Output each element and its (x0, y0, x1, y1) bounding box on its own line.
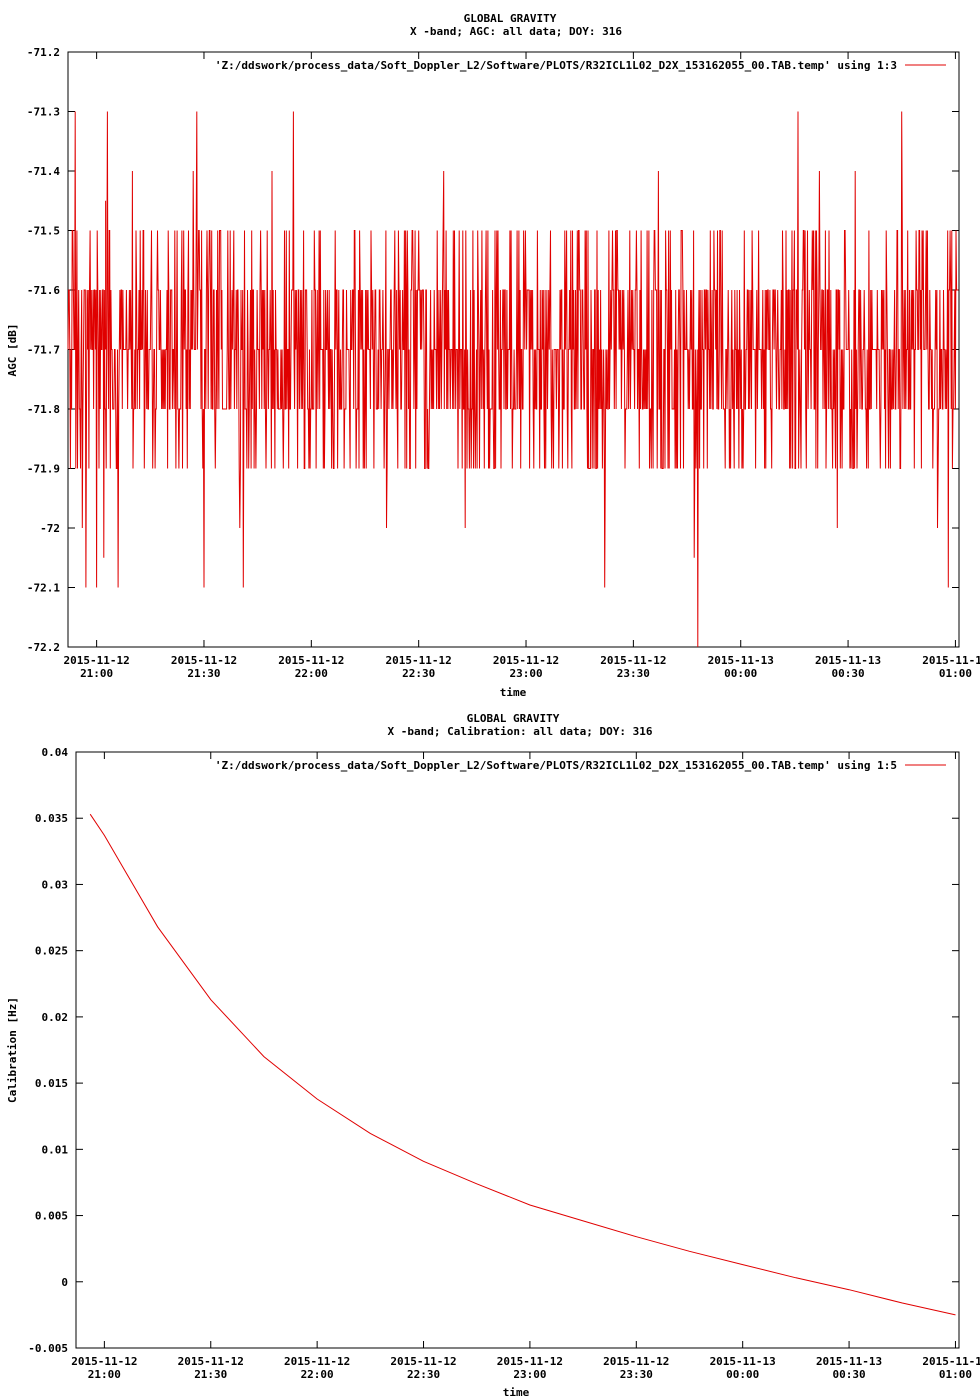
agc-ytick-label: -71.3 (27, 106, 60, 119)
agc-ytick-label: -71.9 (27, 463, 60, 476)
agc-legend-label: 'Z:/ddswork/process_data/Soft_Doppler_L2… (215, 59, 897, 72)
agc-ytick-label: -72.1 (27, 582, 60, 595)
cal-ytick-label: 0.035 (35, 812, 68, 825)
cal-xtick-time: 21:00 (88, 1368, 121, 1381)
cal-xtick-time: 22:30 (407, 1368, 440, 1381)
cal-xtick-date: 2015-11-12 (390, 1355, 456, 1368)
agc-ytick-label: -71.8 (27, 403, 60, 416)
agc-ytick-label: -71.6 (27, 284, 60, 297)
calibration-plot-frame (75, 751, 960, 1349)
calibration-y-axis-label: Calibration [Hz] (6, 997, 19, 1103)
agc-xtick-time: 21:00 (80, 667, 113, 680)
agc-xtick-date: 2015-11-12 (600, 654, 666, 667)
agc-xtick-date: 2015-11-12 (278, 654, 344, 667)
cal-xtick-date: 2015-11-12 (178, 1355, 244, 1368)
agc-ytick-label: -71.5 (27, 225, 60, 238)
agc-ytick-label: -71.7 (27, 344, 60, 357)
cal-xtick-date: 2015-11-12 (603, 1355, 669, 1368)
calibration-chart-subtitle: X -band; Calibration: all data; DOY: 316 (388, 725, 653, 738)
cal-ytick-label: 0.03 (42, 878, 69, 891)
agc-xtick-date: 2015-11-13 (922, 654, 980, 667)
agc-chart: GLOBAL GRAVITY X -band; AGC: all data; D… (6, 12, 980, 699)
agc-xtick-time: 00:30 (832, 667, 865, 680)
cal-ytick-label: 0.005 (35, 1210, 68, 1223)
agc-chart-subtitle: X -band; AGC: all data; DOY: 316 (410, 25, 622, 38)
agc-xtick-time: 21:30 (187, 667, 220, 680)
agc-xtick-date: 2015-11-12 (64, 654, 130, 667)
calibration-legend-label: 'Z:/ddswork/process_data/Soft_Doppler_L2… (215, 759, 897, 772)
cal-xtick-date: 2015-11-12 (284, 1355, 350, 1368)
agc-y-axis-label: AGC [dB] (6, 324, 19, 377)
agc-ytick-label: -72 (40, 522, 60, 535)
cal-xtick-date: 2015-11-12 (71, 1355, 137, 1368)
agc-xtick-date: 2015-11-12 (493, 654, 559, 667)
calibration-y-axis: 0.04 0.035 0.03 0.025 0.02 0.015 0.01 0.005 0 -0.… (28, 746, 959, 1355)
cal-ytick-label: 0.04 (42, 746, 69, 759)
agc-chart-title: GLOBAL GRAVITY (464, 12, 557, 25)
agc-xtick-time: 00:00 (724, 667, 757, 680)
cal-xtick-time: 23:30 (620, 1368, 653, 1381)
agc-y-axis: -71.2 -71.3 -71.4 -71.5 -71.6 -71.7 -71.8 -71.9… (27, 46, 959, 654)
calibration-series-line (89, 813, 956, 1316)
agc-xtick-time: 23:30 (617, 667, 650, 680)
agc-xtick-date: 2015-11-12 (386, 654, 452, 667)
cal-xtick-date: 2015-11-13 (710, 1355, 776, 1368)
agc-ytick-label: -71.4 (27, 165, 60, 178)
cal-xtick-date: 2015-11-13 (922, 1355, 980, 1368)
cal-ytick-label: 0.01 (42, 1143, 69, 1156)
agc-x-axis: 2015-11-1221:002015-11-1221:302015-11-12… (64, 52, 980, 680)
cal-ytick-label: 0.025 (35, 945, 68, 958)
agc-xtick-time: 01:00 (939, 667, 972, 680)
cal-ytick-label: 0.015 (35, 1077, 68, 1090)
cal-ytick-label: 0.02 (42, 1011, 69, 1024)
cal-ytick-label: 0 (61, 1276, 68, 1289)
cal-xtick-time: 00:00 (726, 1368, 759, 1381)
cal-xtick-date: 2015-11-12 (497, 1355, 563, 1368)
agc-xtick-time: 22:30 (402, 667, 435, 680)
agc-series-line (67, 111, 959, 648)
calibration-chart-title: GLOBAL GRAVITY (467, 712, 560, 725)
cal-ytick-label: -0.005 (28, 1342, 68, 1355)
agc-ytick-label: -72.2 (27, 641, 60, 654)
cal-xtick-date: 2015-11-13 (816, 1355, 882, 1368)
agc-xtick-date: 2015-11-13 (815, 654, 881, 667)
cal-xtick-time: 23:00 (513, 1368, 546, 1381)
agc-xtick-time: 23:00 (509, 667, 542, 680)
calibration-chart: GLOBAL GRAVITY X -band; Calibration: all… (6, 712, 980, 1399)
agc-xtick-time: 22:00 (295, 667, 328, 680)
agc-xtick-date: 2015-11-13 (708, 654, 774, 667)
agc-ytick-label: -71.2 (27, 46, 60, 59)
cal-xtick-time: 22:00 (301, 1368, 334, 1381)
cal-xtick-time: 00:30 (833, 1368, 866, 1381)
cal-xtick-time: 21:30 (194, 1368, 227, 1381)
cal-xtick-time: 01:00 (939, 1368, 972, 1381)
calibration-x-axis: 2015-11-1221:002015-11-1221:302015-11-12… (71, 752, 980, 1381)
agc-xtick-date: 2015-11-12 (171, 654, 237, 667)
calibration-x-axis-label: time (503, 1386, 530, 1399)
agc-x-axis-label: time (500, 686, 527, 699)
